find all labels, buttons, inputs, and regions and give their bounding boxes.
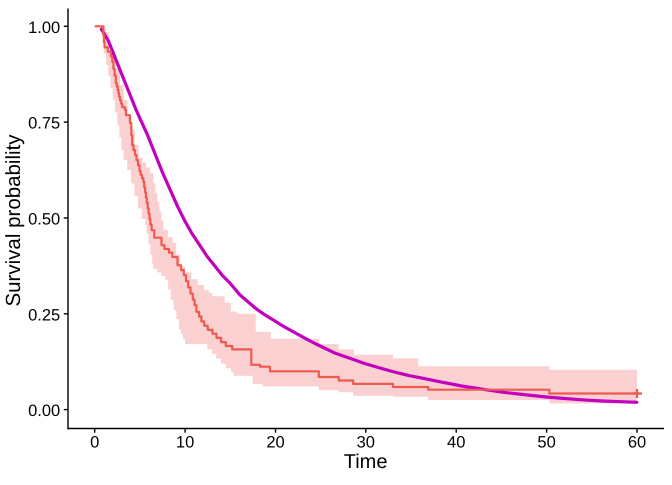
svg-text:0.00: 0.00	[28, 402, 60, 420]
svg-text:30: 30	[357, 434, 375, 452]
svg-text:60: 60	[628, 434, 646, 452]
svg-text:0.75: 0.75	[28, 115, 60, 133]
svg-text:20: 20	[266, 434, 284, 452]
svg-text:0.50: 0.50	[28, 211, 60, 229]
svg-text:40: 40	[447, 434, 465, 452]
svg-text:Survival probability: Survival probability	[2, 134, 25, 307]
svg-text:1.00: 1.00	[28, 19, 60, 37]
svg-text:Time: Time	[344, 451, 388, 473]
svg-text:0.25: 0.25	[28, 306, 60, 324]
svg-text:10: 10	[176, 434, 194, 452]
svg-text:0: 0	[90, 434, 99, 452]
svg-text:50: 50	[537, 434, 555, 452]
